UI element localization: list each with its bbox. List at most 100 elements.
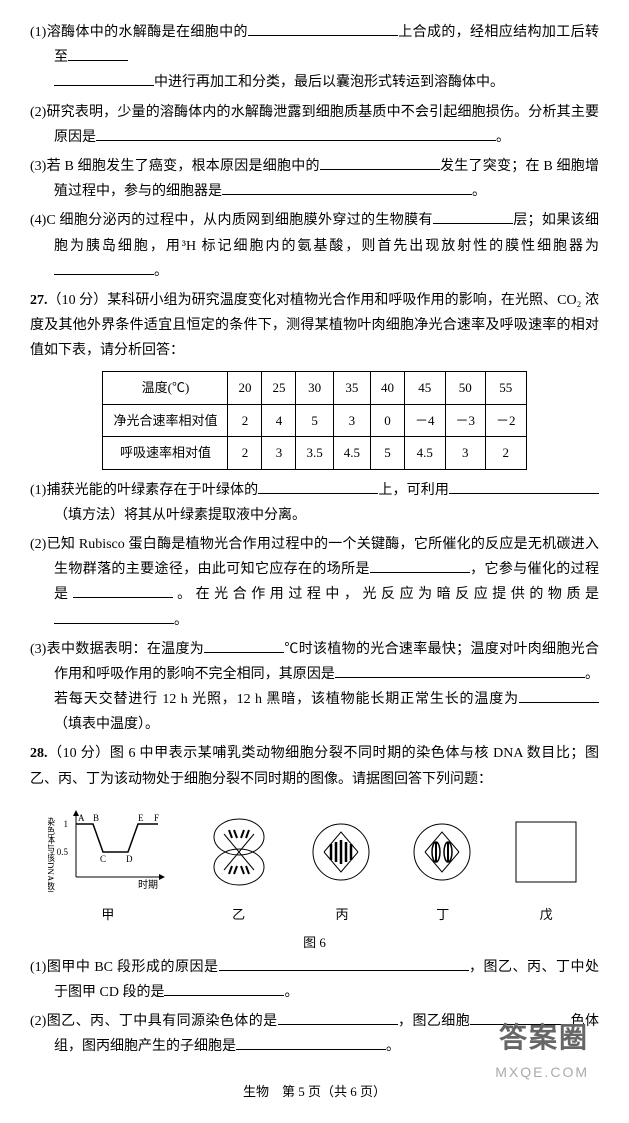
cell: －3: [445, 404, 486, 436]
cell: 3: [262, 437, 296, 469]
fig-label: 丙: [309, 903, 374, 926]
cell-icon: [410, 812, 475, 892]
text: (2)图乙、丙、丁中具有同源染色体的是: [30, 1014, 278, 1029]
text: (3)表中数据表明：在温度为: [30, 642, 204, 657]
point-label: C: [100, 854, 106, 864]
q27-num: 27.: [30, 293, 48, 308]
page: (1)溶酶体中的水解酶是在细胞中的上合成的，经相应结构加工后转至 中进行再加工和…: [30, 20, 599, 1103]
point-label: E: [138, 813, 144, 823]
blank: [219, 956, 469, 971]
blank: [73, 583, 173, 598]
figure-yi: 乙: [204, 812, 274, 927]
q27-sub3: (3)表中数据表明：在温度为℃时该植物的光合速率最快；温度对叶肉细胞光合作用和呼…: [30, 637, 599, 738]
figure-ding: 丁: [410, 812, 475, 927]
text: 上，可利用: [378, 483, 449, 498]
ylabel: 染色体与核DNA数目比: [48, 816, 55, 892]
fig-label: 乙: [204, 903, 274, 926]
q26-sub3: (3)若 B 细胞发生了癌变，根本原因是细胞中的发生了突变；在 B 细胞增殖过程…: [30, 154, 599, 204]
point-label: D: [126, 854, 133, 864]
q26-sub4: (4)C 细胞分泌丙的过程中，从内质网到细胞膜外穿过的生物膜有层；如果该细胞为胰…: [30, 208, 599, 284]
blank: [54, 71, 154, 86]
fig-label: 戊: [511, 903, 581, 926]
cell-icon: [204, 812, 274, 892]
page-footer: 生物 第 5 页（共 6 页）: [30, 1080, 599, 1103]
blank: [470, 1010, 570, 1025]
point-label: F: [154, 813, 159, 823]
text: 。: [386, 1039, 400, 1054]
chart-icon: 染色体与核DNA数目比 1 0.5 A B C D E F 时期: [48, 802, 168, 892]
cell: 35: [333, 372, 370, 404]
cell: 4: [262, 404, 296, 436]
figure-jia: 染色体与核DNA数目比 1 0.5 A B C D E F 时期 甲: [48, 802, 168, 927]
blank: [335, 663, 585, 678]
cell: 呼吸速率相对值: [103, 437, 228, 469]
text: 中进行再加工和分类，最后以囊泡形式转运到溶酶体中。: [154, 75, 504, 90]
cell: －2: [486, 404, 527, 436]
text: (1)图甲中 BC 段形成的原因是: [30, 960, 219, 975]
empty-box-icon: [511, 812, 581, 892]
cell: 0: [370, 404, 404, 436]
figure-wu: 戊: [511, 812, 581, 927]
q27: 27.（10 分）某科研小组为研究温度变化对植物光合作用和呼吸作用的影响，在光照…: [30, 288, 599, 364]
cell: 45: [404, 372, 445, 404]
cell: 2: [486, 437, 527, 469]
text: 。: [284, 985, 298, 1000]
blank: [204, 638, 284, 653]
figure-6-label: 图 6: [30, 931, 599, 954]
cell: －4: [404, 404, 445, 436]
blank: [449, 479, 599, 494]
point-label: B: [93, 813, 99, 823]
text: 。: [154, 264, 168, 279]
ytick: 0.5: [57, 847, 69, 857]
text: (1)捕获光能的叶绿素存在于叶绿体的: [30, 483, 258, 498]
cell: 3: [333, 404, 370, 436]
text: （填表中温度）。: [54, 717, 159, 732]
figure-bing: 丙: [309, 812, 374, 927]
blank: [96, 126, 496, 141]
q27-intro: （10 分）某科研小组为研究温度变化对植物光合作用和呼吸作用的影响，在光照、CO…: [30, 293, 599, 358]
cell: 50: [445, 372, 486, 404]
text: 。在光合作用过程中，光反应为暗反应提供的物质是: [173, 587, 599, 602]
ytick: 1: [63, 819, 68, 829]
q28-num: 28.: [30, 746, 48, 761]
q28: 28.（10 分）图 6 中甲表示某哺乳类动物细胞分裂不同时期的染色体与核 DN…: [30, 741, 599, 791]
table-header-row: 温度(℃) 20 25 30 35 40 45 50 55: [103, 372, 526, 404]
q26-sub2: (2)研究表明，少量的溶酶体内的水解酶泄露到细胞质基质中不会引起细胞损伤。分析其…: [30, 100, 599, 150]
cell: 2: [228, 437, 262, 469]
cell: 3: [445, 437, 486, 469]
cell: 5: [296, 404, 333, 436]
cell: 5: [370, 437, 404, 469]
cell: 25: [262, 372, 296, 404]
cell: 4.5: [333, 437, 370, 469]
q28-sub2: (2)图乙、丙、丁中具有同源染色体的是，图乙细胞色体组，图丙细胞产生的子细胞是。: [30, 1009, 599, 1059]
cell-icon: [309, 812, 374, 892]
q27-table: 温度(℃) 20 25 30 35 40 45 50 55 净光合速率相对值 2…: [102, 371, 526, 469]
text: (3)若 B 细胞发生了癌变，根本原因是细胞中的: [30, 159, 320, 174]
cell: 55: [486, 372, 527, 404]
figure-6: 染色体与核DNA数目比 1 0.5 A B C D E F 时期 甲 乙: [30, 802, 599, 927]
fig-label: 丁: [410, 903, 475, 926]
text: （填方法）将其从叶绿素提取液中分离。: [54, 508, 306, 523]
q26-sub1: (1)溶酶体中的水解酶是在细胞中的上合成的，经相应结构加工后转至 中进行再加工和…: [30, 20, 599, 96]
table-row: 净光合速率相对值 2 4 5 3 0 －4 －3 －2: [103, 404, 526, 436]
q27-sub1: (1)捕获光能的叶绿素存在于叶绿体的 上，可利用 （填方法）将其从叶绿素提取液中分离…: [30, 478, 599, 528]
text: 。: [496, 130, 510, 145]
blank: [68, 46, 128, 61]
blank: [278, 1010, 398, 1025]
blank: [222, 180, 472, 195]
blank: [519, 688, 599, 703]
cell: 40: [370, 372, 404, 404]
cell: 30: [296, 372, 333, 404]
cell: 20: [228, 372, 262, 404]
q27-sub2: (2)已知 Rubisco 蛋白酶是植物光合作用过程中的一个关键酶，它所催化的反…: [30, 532, 599, 633]
table-row: 呼吸速率相对值 2 3 3.5 4.5 5 4.5 3 2: [103, 437, 526, 469]
blank: [54, 260, 154, 275]
cell: 温度(℃): [103, 372, 228, 404]
xlabel: 时期: [138, 879, 158, 891]
blank: [370, 558, 470, 573]
blank: [320, 155, 440, 170]
cell: 3.5: [296, 437, 333, 469]
blank: [164, 981, 284, 996]
blank: [258, 479, 378, 494]
cell: 4.5: [404, 437, 445, 469]
